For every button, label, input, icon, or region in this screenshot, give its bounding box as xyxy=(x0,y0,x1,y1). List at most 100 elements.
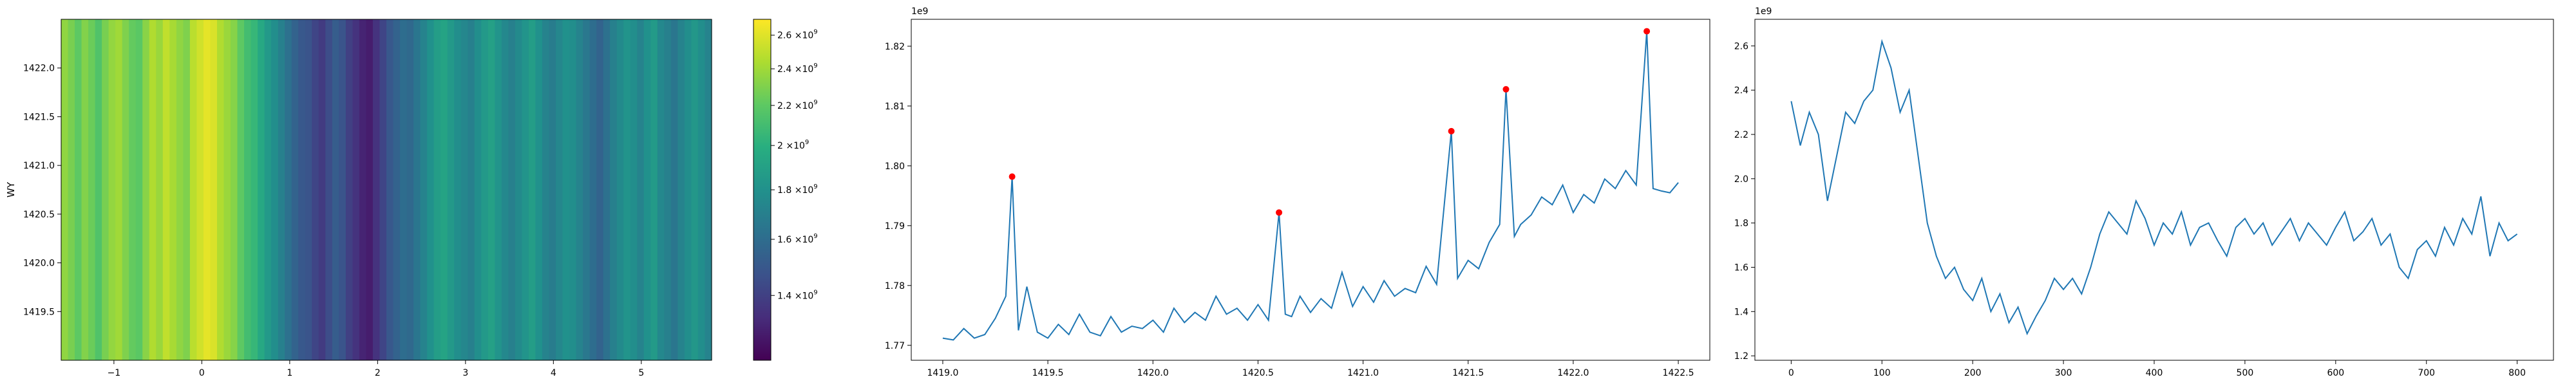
timeseries-x-tick-label: 200 xyxy=(1964,368,1982,378)
heatmap-x-tick-label: 0 xyxy=(199,368,205,378)
heatmap-stripe xyxy=(508,19,516,360)
heatmap-stripe xyxy=(210,19,218,360)
heatmap-stripe xyxy=(366,19,374,360)
heatmap-stripe xyxy=(643,19,651,360)
peak-line-y-tick-label: 1.82 xyxy=(885,42,905,52)
heatmap-stripe xyxy=(203,19,211,360)
peak-line-y-tick-label: 1.78 xyxy=(885,281,905,291)
heatmap-y-tick-label: 1419.5 xyxy=(23,307,55,317)
peak-marker xyxy=(1448,127,1455,134)
heatmap-stripe xyxy=(359,19,367,360)
heatmap-stripe xyxy=(258,19,265,360)
heatmap-stripe xyxy=(244,19,252,360)
peak-line-offset-label: 1e9 xyxy=(911,6,928,17)
peak-line-chart: 1e9 1419.0 1419.5 1420.0 1420.5 1421.0 1421.5… xyxy=(885,6,1710,378)
timeseries-y-ticks: 1.2 1.4 1.6 1.8 2.0 2.2 2.4 2.6 xyxy=(1734,41,1755,362)
heatmap-stripe xyxy=(251,19,258,360)
heatmap-y-tick-label: 1422.0 xyxy=(23,64,55,74)
heatmap-stripe xyxy=(576,19,583,360)
colorbar: 1.4 ×109 1.6 ×109 1.8 ×109 2 ×109 2.2 ×109 2.… xyxy=(753,19,818,361)
heatmap-stripe xyxy=(108,19,116,360)
timeseries-x-tick-label: 700 xyxy=(2418,368,2435,378)
heatmap-stripe xyxy=(81,19,89,360)
heatmap-stripe xyxy=(325,19,333,360)
peak-line-x-tick-label: 1421.0 xyxy=(1347,368,1379,378)
heatmap-x-tick-label: −1 xyxy=(108,368,121,378)
heatmap-stripe xyxy=(75,19,82,360)
heatmap-stripe xyxy=(162,19,170,360)
heatmap-stripe xyxy=(352,19,360,360)
peak-line-x-ticks: 1419.0 1419.5 1420.0 1420.5 1421.0 1421.5 1422… xyxy=(927,360,1694,378)
heatmap-stripe xyxy=(189,19,198,360)
heatmap-stripe xyxy=(122,19,129,360)
heatmap-stripe xyxy=(196,19,204,360)
heatmap-stripe xyxy=(156,19,164,360)
timeseries-y-tick-label: 2.6 xyxy=(1734,41,1748,51)
heatmap-stripe xyxy=(169,19,177,360)
heatmap-stripe xyxy=(278,19,285,360)
heatmap-stripe xyxy=(339,19,346,360)
heatmap-stripe xyxy=(393,19,401,360)
heatmap-y-tick-label: 1421.0 xyxy=(23,161,55,171)
heatmap-stripe xyxy=(379,19,387,360)
heatmap-chart: −1 0 1 2 3 4 5 1419.51420.01420.51421.01421.51… xyxy=(5,19,712,378)
heatmap-stripe xyxy=(285,19,292,360)
heatmap-stripe xyxy=(271,19,279,360)
heatmap-stripe xyxy=(231,19,238,360)
heatmap-y-tick-label: 1421.5 xyxy=(23,112,55,122)
heatmap-stripe xyxy=(677,19,685,360)
heatmap-stripe xyxy=(102,19,109,360)
heatmap-stripe xyxy=(664,19,672,360)
heatmap-stripe xyxy=(637,19,645,360)
peak-line-y-tick-label: 1.79 xyxy=(885,221,905,232)
timeseries-y-tick-label: 1.4 xyxy=(1734,307,1748,317)
timeseries-y-tick-label: 1.6 xyxy=(1734,262,1748,273)
heatmap-stripe xyxy=(535,19,543,360)
heatmap-stripe xyxy=(129,19,137,360)
timeseries-offset-label: 1e9 xyxy=(1755,6,1772,17)
heatmap-stripe xyxy=(583,19,591,360)
timeseries-x-tick-label: 600 xyxy=(2327,368,2344,378)
heatmap-stripe xyxy=(223,19,231,360)
heatmap-stripe xyxy=(386,19,394,360)
peak-marker xyxy=(1009,173,1016,180)
peak-line-x-tick-label: 1422.5 xyxy=(1663,368,1694,378)
timeseries-x-tick-label: 0 xyxy=(1788,368,1794,378)
heatmap-stripe xyxy=(697,19,706,360)
heatmap-stripe xyxy=(562,19,570,360)
timeseries-x-tick-label: 800 xyxy=(2508,368,2526,378)
heatmap-stripe xyxy=(115,19,123,360)
heatmap-stripe xyxy=(291,19,299,360)
colorbar-tick-label: 1.4 ×109 xyxy=(777,289,818,301)
peak-line-y-tick-label: 1.80 xyxy=(885,161,905,172)
heatmap-stripe xyxy=(216,19,225,360)
heatmap-stripe xyxy=(88,19,96,360)
peak-line-x-tick-label: 1420.5 xyxy=(1242,368,1274,378)
heatmap-stripe xyxy=(596,19,604,360)
heatmap-x-tick-label: 4 xyxy=(551,368,556,378)
colorbar-tick-label: 2 ×109 xyxy=(777,139,809,151)
timeseries-x-tick-label: 400 xyxy=(2146,368,2163,378)
heatmap-y-axis-label: WY xyxy=(5,181,17,198)
heatmap-stripe xyxy=(569,19,577,360)
peak-line-x-tick-label: 1420.0 xyxy=(1137,368,1169,378)
colorbar-tick-label: 2.4 ×109 xyxy=(777,62,818,75)
timeseries-y-tick-label: 1.2 xyxy=(1734,351,1748,362)
heatmap-stripe xyxy=(630,19,638,360)
heatmap-stripe xyxy=(372,19,381,360)
heatmap-stripe xyxy=(705,19,712,360)
heatmap-stripe xyxy=(68,19,75,360)
heatmap-stripe xyxy=(183,19,191,360)
heatmap-stripe xyxy=(264,19,272,360)
heatmap-stripe xyxy=(670,19,678,360)
heatmap-stripe xyxy=(176,19,184,360)
heatmap-x-tick-label: 1 xyxy=(287,368,292,378)
peak-marker xyxy=(1643,28,1651,35)
heatmap-stripe xyxy=(298,19,306,360)
peak-marker xyxy=(1502,86,1510,93)
heatmap-stripe xyxy=(616,19,624,360)
timeseries-y-tick-label: 2.2 xyxy=(1734,130,1748,140)
timeseries-y-tick-label: 2.4 xyxy=(1734,86,1748,96)
colorbar-tick-label: 1.8 ×109 xyxy=(777,183,818,196)
